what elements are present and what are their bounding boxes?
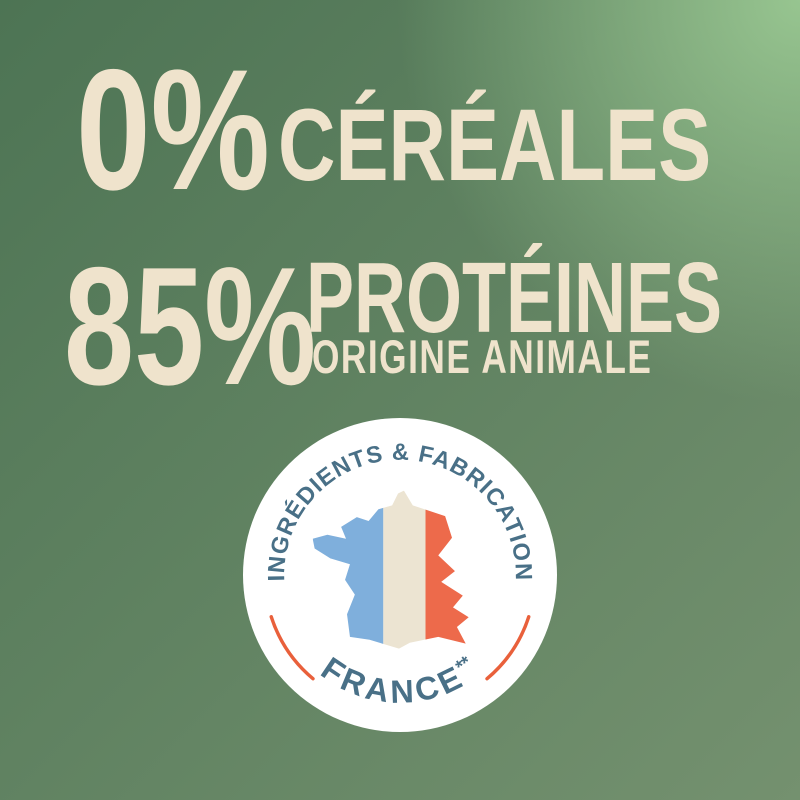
claim-proteines-label: PROTÉINES xyxy=(306,242,723,354)
claim-proteines-value: 85% xyxy=(64,232,317,420)
left-accent-arc-icon xyxy=(269,615,315,681)
flag-white-stripe xyxy=(383,490,426,649)
france-origin-badge: INGRÉDIENTS & FABRICATION FRANCE** xyxy=(243,418,557,732)
claim-proteines-sublabel: ORIGINE ANIMALE xyxy=(312,330,653,383)
claim-cereales-label: CÉRÉALES xyxy=(278,88,712,202)
claim-cereales-value: 0% xyxy=(76,34,270,226)
right-accent-arc-icon xyxy=(485,615,531,681)
